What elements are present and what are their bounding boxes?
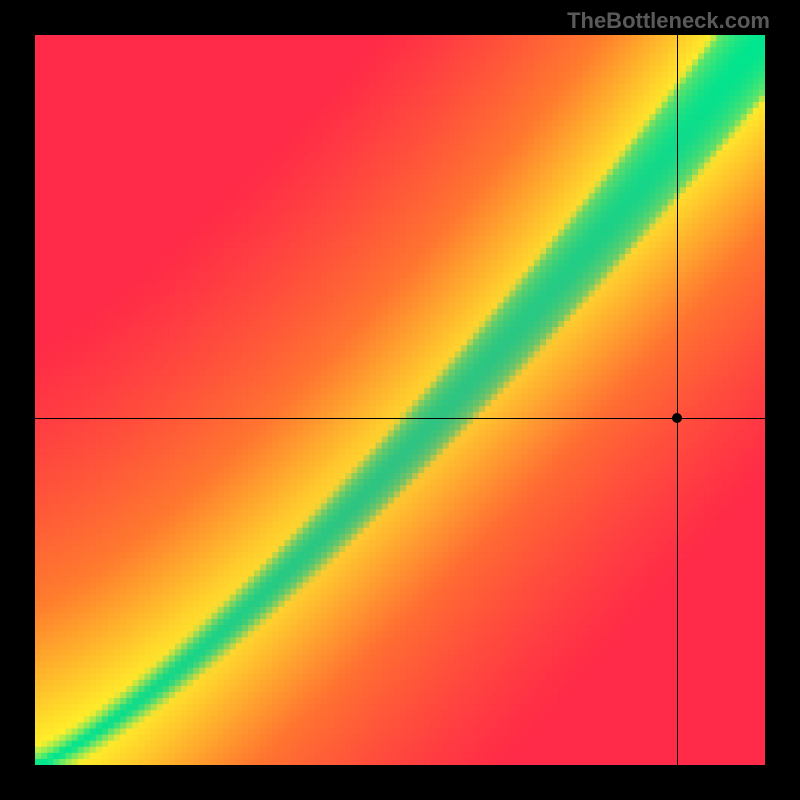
crosshair-marker <box>672 413 682 423</box>
heatmap-plot <box>35 35 765 765</box>
crosshair-vertical <box>677 35 678 765</box>
chart-container: TheBottleneck.com <box>0 0 800 800</box>
heatmap-canvas <box>35 35 765 765</box>
crosshair-horizontal <box>35 418 765 419</box>
watermark-text: TheBottleneck.com <box>567 8 770 34</box>
